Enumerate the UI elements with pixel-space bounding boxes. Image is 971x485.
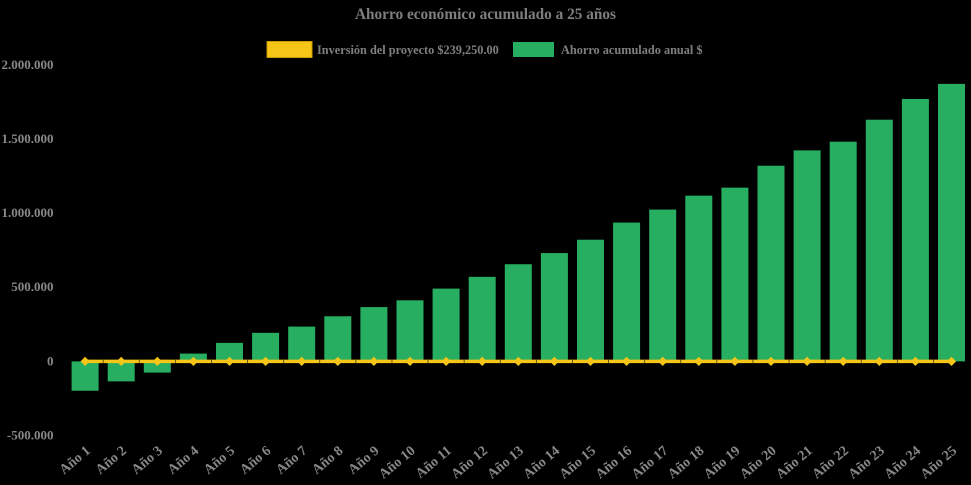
svg-text:Ahorro acumulado anual $: Ahorro acumulado anual $ [561,43,703,57]
svg-text:0: 0 [47,353,54,368]
svg-text:Ahorro económico acumulado a 2: Ahorro económico acumulado a 25 años [355,6,616,23]
svg-text:1.500.000: 1.500.000 [2,131,54,146]
svg-text:-500.000: -500.000 [7,428,54,443]
svg-text:1.000.000: 1.000.000 [2,205,54,220]
svg-text:500.000: 500.000 [11,279,53,294]
svg-text:Inversión del proyecto $239,25: Inversión del proyecto $239,250.00 [317,43,499,57]
svg-text:2.000.000: 2.000.000 [2,57,54,72]
